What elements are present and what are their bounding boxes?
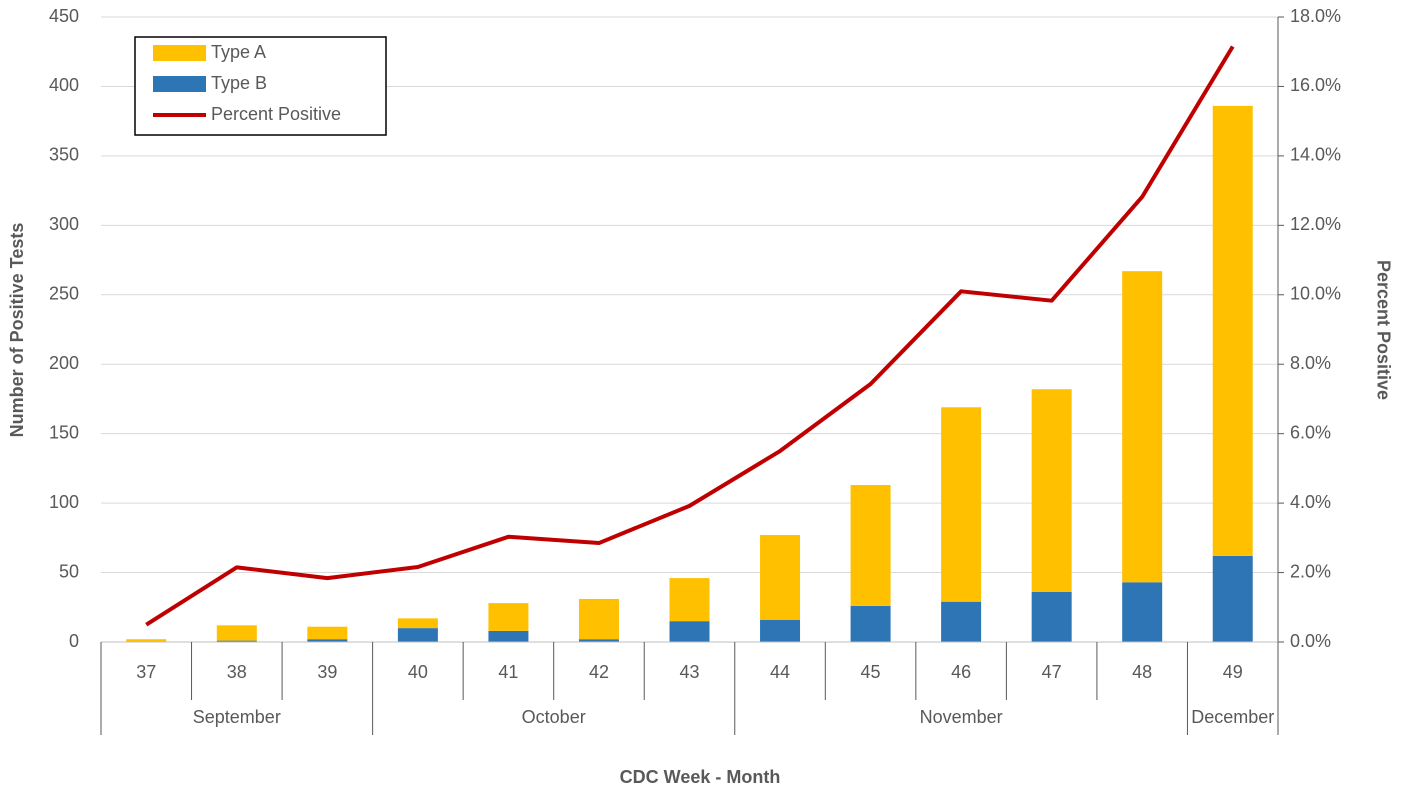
x-tick-label: 38 — [227, 662, 247, 682]
bar — [760, 619, 801, 642]
line — [145, 45, 1235, 627]
y2-tick-label: 8.0% — [1290, 353, 1331, 373]
legend-swatch — [153, 76, 206, 92]
x-tick-label: 43 — [679, 662, 699, 682]
x-group-label: December — [1191, 707, 1274, 727]
bar — [216, 640, 257, 642]
bar — [1212, 555, 1253, 642]
y-tick-label: 350 — [49, 145, 79, 165]
bar — [307, 639, 348, 642]
legend-label: Percent Positive — [211, 104, 341, 124]
x-tick-label: 44 — [770, 662, 790, 682]
y2-tick-label: 4.0% — [1290, 492, 1331, 512]
bar — [488, 630, 529, 642]
bar — [1212, 105, 1253, 556]
y2-tick-label: 2.0% — [1290, 561, 1331, 581]
legend-swatch — [153, 45, 206, 61]
x-tick-label: 46 — [951, 662, 971, 682]
bar — [941, 407, 982, 602]
y2-tick-label: 16.0% — [1290, 75, 1341, 95]
y2-axis-title: Percent Positive — [1373, 260, 1393, 400]
bar — [216, 625, 257, 641]
x-tick-label: 42 — [589, 662, 609, 682]
y-tick-label: 450 — [49, 6, 79, 26]
x-group-label: September — [193, 707, 281, 727]
bar — [1122, 582, 1163, 642]
y-tick-label: 0 — [69, 631, 79, 651]
x-group-label: October — [522, 707, 586, 727]
bar — [1031, 389, 1072, 592]
bar — [488, 603, 529, 631]
bar — [578, 639, 619, 642]
x-tick-label: 47 — [1042, 662, 1062, 682]
bar — [126, 639, 167, 642]
y2-tick-label: 0.0% — [1290, 631, 1331, 651]
y2-tick-label: 10.0% — [1290, 284, 1341, 304]
y-tick-label: 400 — [49, 75, 79, 95]
y-tick-label: 150 — [49, 422, 79, 442]
x-tick-label: 37 — [136, 662, 156, 682]
x-tick-label: 40 — [408, 662, 428, 682]
x-tick-label: 39 — [317, 662, 337, 682]
bar — [397, 618, 438, 629]
x-group-label: November — [920, 707, 1003, 727]
y-tick-label: 200 — [49, 353, 79, 373]
x-tick-label: 41 — [498, 662, 518, 682]
bar — [1031, 592, 1072, 642]
y2-tick-label: 18.0% — [1290, 6, 1341, 26]
y-tick-label: 50 — [59, 561, 79, 581]
bar — [669, 621, 710, 642]
bar — [1122, 271, 1163, 583]
legend-label: Type A — [211, 42, 266, 62]
y2-tick-label: 6.0% — [1290, 422, 1331, 442]
bar — [850, 605, 891, 642]
y-tick-label: 100 — [49, 492, 79, 512]
y2-tick-label: 14.0% — [1290, 145, 1341, 165]
bar — [669, 578, 710, 622]
bar — [578, 598, 619, 640]
bar — [307, 626, 348, 640]
x-tick-label: 48 — [1132, 662, 1152, 682]
y-tick-label: 250 — [49, 284, 79, 304]
bar — [941, 601, 982, 642]
bar — [760, 535, 801, 620]
x-axis-title: CDC Week - Month — [620, 767, 781, 787]
bar — [397, 628, 438, 642]
x-tick-label: 45 — [861, 662, 881, 682]
y-axis-title: Number of Positive Tests — [7, 223, 27, 438]
bar — [850, 485, 891, 606]
x-tick-label: 49 — [1223, 662, 1243, 682]
y2-tick-label: 12.0% — [1290, 214, 1341, 234]
y-tick-label: 300 — [49, 214, 79, 234]
legend-label: Type B — [211, 73, 267, 93]
